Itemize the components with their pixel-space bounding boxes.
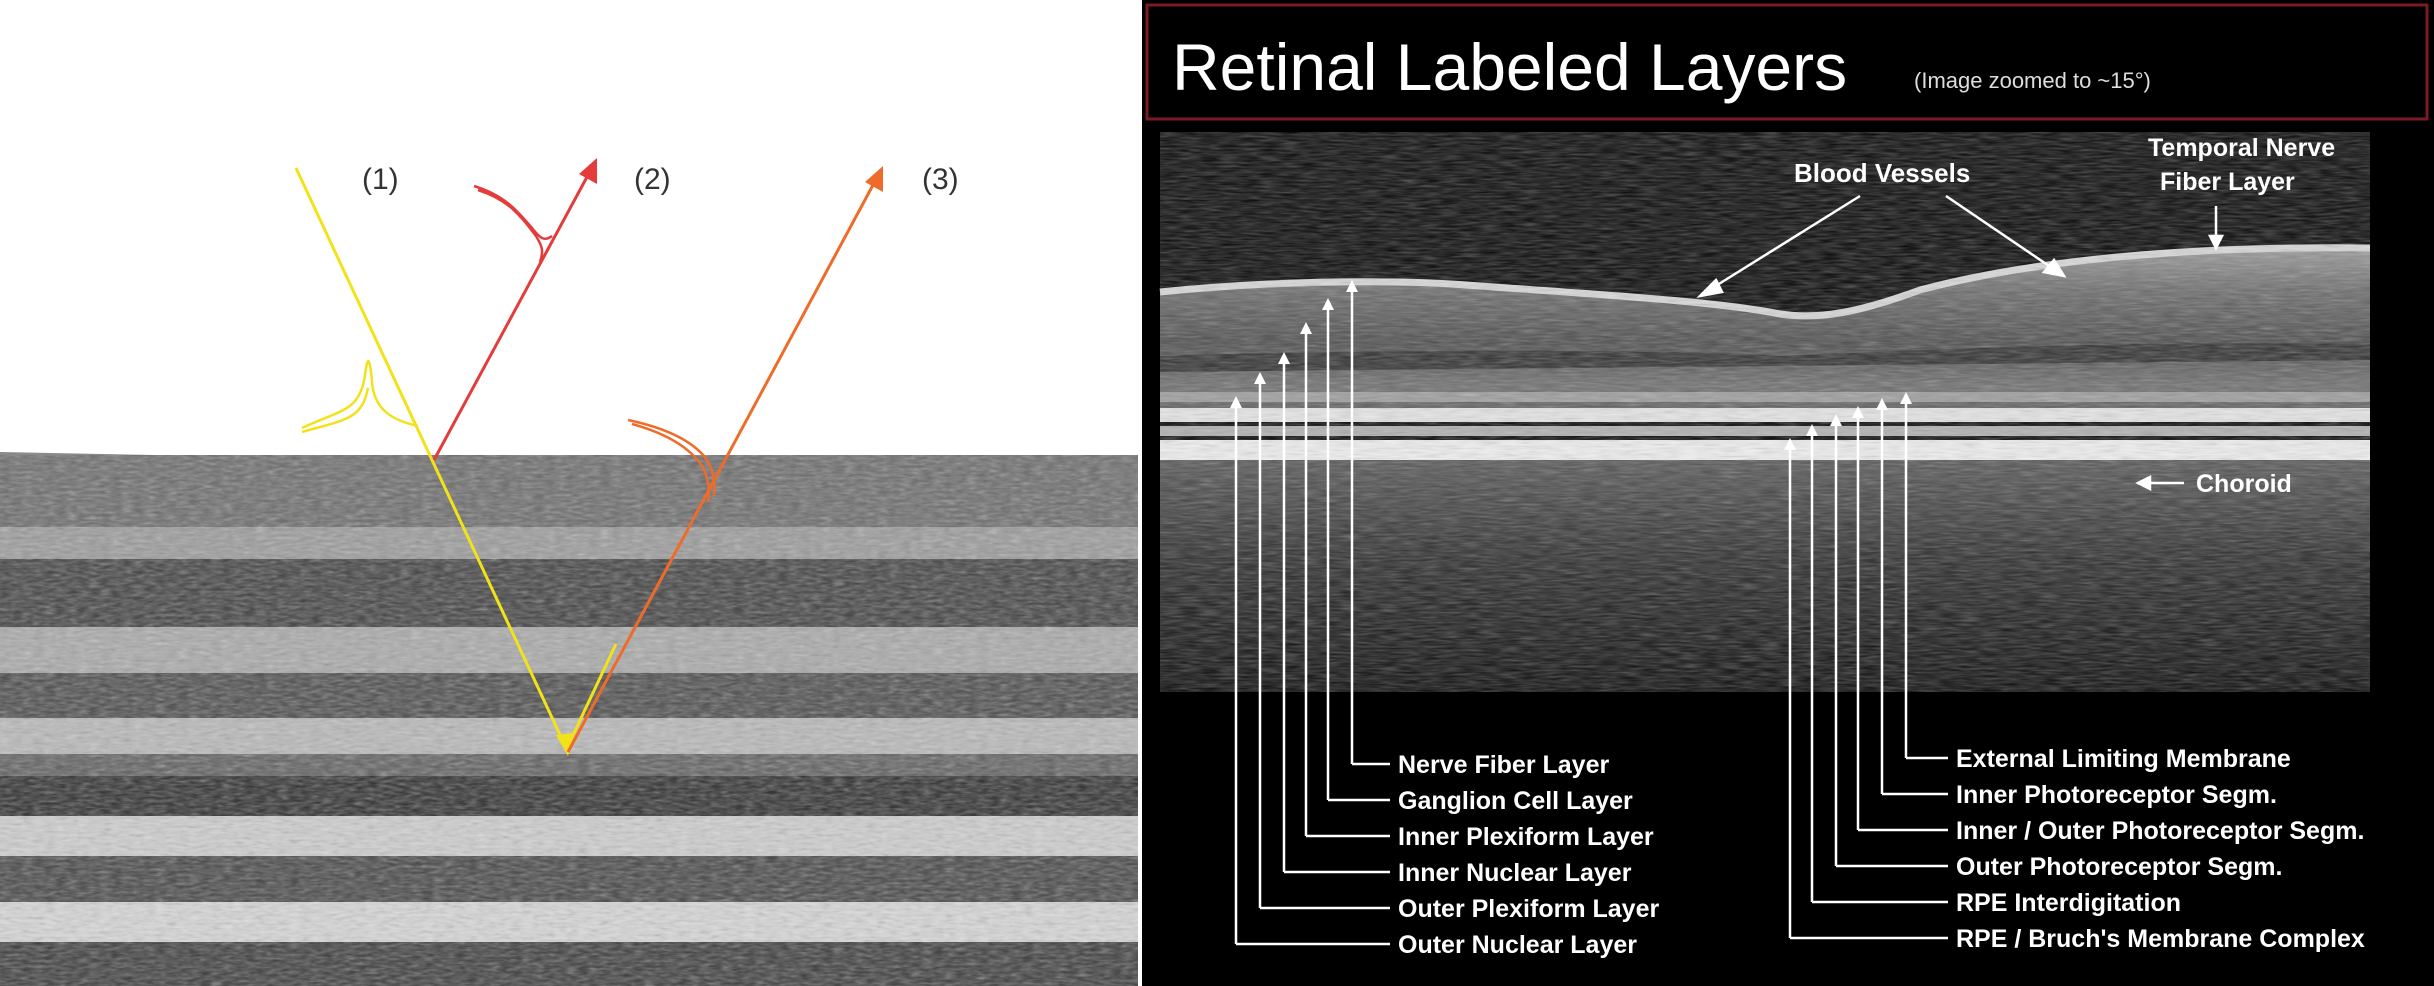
label-nerve-fiber-layer: Nerve Fiber Layer <box>1398 751 1609 779</box>
ray-2-arrowhead <box>579 158 597 184</box>
temporal-arrow <box>2207 206 2225 251</box>
ray-label-2: (2) <box>634 163 671 196</box>
panel-subtitle: (Image zoomed to ~15°) <box>1914 68 2151 93</box>
right-layer-arrowheads <box>1784 392 1912 450</box>
label-rpe-interdigitation: RPE Interdigitation <box>1956 889 2181 917</box>
histology-tissue <box>0 452 1138 986</box>
label-inner-photoreceptor-segm: Inner Photoreceptor Segm. <box>1956 781 2277 809</box>
choroid-arrow <box>2135 474 2184 492</box>
label-choroid: Choroid <box>2196 470 2292 498</box>
label-outer-plexiform-layer: Outer Plexiform Layer <box>1398 895 1659 923</box>
oct-panel: Retinal Labeled Layers (Image zoomed to … <box>1142 0 2434 986</box>
label-outer-nuclear-layer: Outer Nuclear Layer <box>1398 931 1637 959</box>
label-inner-plexiform-layer: Inner Plexiform Layer <box>1398 823 1654 851</box>
histology-panel: (1) (2) (3) <box>0 0 1140 986</box>
ray-3-pulse <box>627 418 716 503</box>
left-layer-leaders <box>1234 288 1390 946</box>
blood-vessel-arrows <box>1696 194 2067 298</box>
ray-1-incident <box>294 167 618 756</box>
ray-3-arrowhead <box>865 166 883 192</box>
oct-scan <box>1159 132 2371 692</box>
label-external-limiting-membrane: External Limiting Membrane <box>1956 745 2291 773</box>
ray-label-1: (1) <box>362 163 399 196</box>
label-inner-nuclear-layer: Inner Nuclear Layer <box>1398 859 1632 887</box>
ray-3-backscattered <box>566 166 883 753</box>
title-box <box>1145 3 2429 121</box>
right-layer-leaders <box>1788 400 1948 940</box>
label-rpe-bruchs-membrane: RPE / Bruch's Membrane Complex <box>1956 925 2365 953</box>
left-layer-arrowheads <box>1230 280 1358 408</box>
ray-2-reflected <box>432 158 597 461</box>
ray-1-pulse <box>301 360 419 434</box>
label-outer-photoreceptor-segm: Outer Photoreceptor Segm. <box>1956 853 2282 881</box>
label-inner-outer-photoreceptor-segm: Inner / Outer Photoreceptor Segm. <box>1956 817 2364 845</box>
ray-label-3: (3) <box>922 163 959 196</box>
label-fiber-layer: Fiber Layer <box>2160 168 2295 196</box>
ray-2-pulse <box>473 184 553 263</box>
panel-title: Retinal Labeled Layers <box>1172 30 1847 104</box>
label-blood-vessels: Blood Vessels <box>1794 158 1970 188</box>
label-temporal-nerve: Temporal Nerve <box>2148 134 2335 162</box>
label-ganglion-cell-layer: Ganglion Cell Layer <box>1398 787 1633 815</box>
